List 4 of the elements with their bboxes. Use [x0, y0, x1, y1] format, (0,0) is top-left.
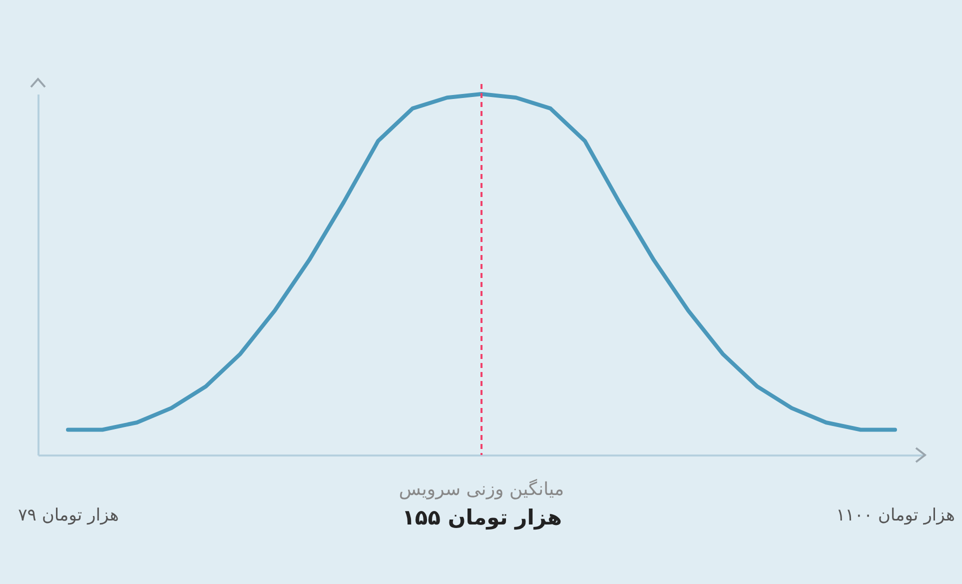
ref-line-label: میانگین وزنی سرویس: [398, 478, 564, 500]
x-tick-label: ۱۱۰۰ هزار تومان: [836, 506, 955, 526]
x-tick-label: ۱۵۵ هزار تومان: [402, 506, 562, 530]
x-tick-label: ۷۹ هزار تومان: [18, 506, 119, 526]
